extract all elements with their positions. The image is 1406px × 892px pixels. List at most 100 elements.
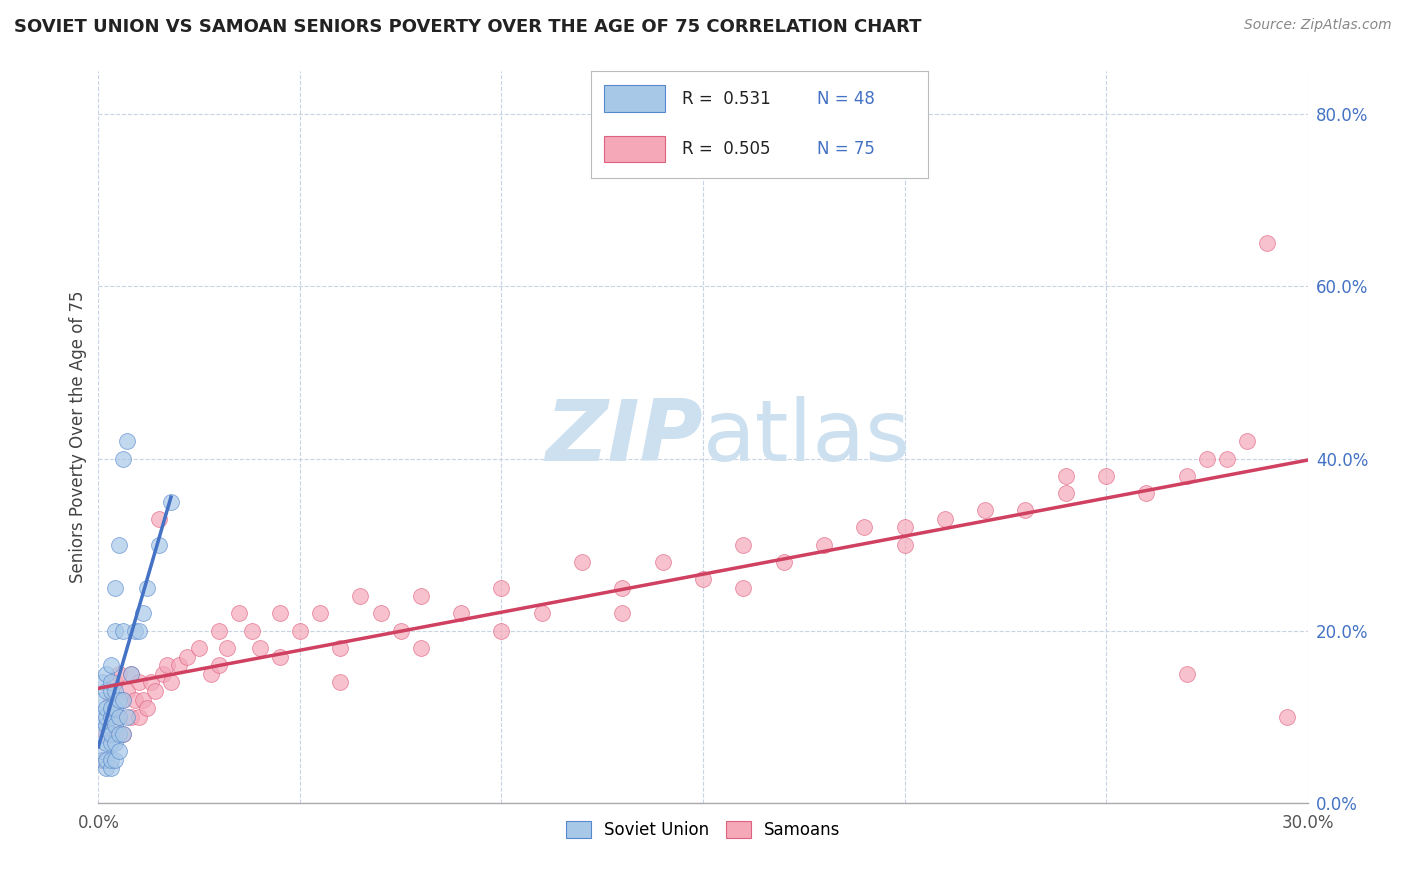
Point <box>115 684 138 698</box>
Point <box>91 753 114 767</box>
Point <box>128 624 150 638</box>
Point <box>853 520 876 534</box>
Point <box>103 735 125 749</box>
Point <box>813 538 835 552</box>
Point <box>1236 434 1258 449</box>
Point <box>208 658 231 673</box>
Point <box>100 753 122 767</box>
Point <box>612 607 634 621</box>
Point <box>103 753 125 767</box>
Point <box>91 710 114 724</box>
Point <box>91 727 114 741</box>
Point <box>974 503 997 517</box>
Point <box>1135 486 1157 500</box>
Point <box>176 649 198 664</box>
Point <box>91 675 114 690</box>
Point <box>132 607 155 621</box>
Point <box>288 624 311 638</box>
Point <box>612 581 634 595</box>
Point <box>148 538 170 552</box>
Point <box>100 761 122 775</box>
Point <box>96 753 118 767</box>
Point <box>143 684 166 698</box>
Point <box>91 753 114 767</box>
Point <box>1216 451 1239 466</box>
Point <box>530 607 553 621</box>
Point <box>103 727 125 741</box>
Text: R =  0.505: R = 0.505 <box>682 141 770 159</box>
Point <box>1277 710 1299 724</box>
Point <box>1175 468 1198 483</box>
Point <box>188 640 211 655</box>
Point <box>249 640 271 655</box>
Point <box>128 710 150 724</box>
Point <box>120 666 142 681</box>
Point <box>111 727 134 741</box>
Point <box>733 538 755 552</box>
Point <box>115 710 138 724</box>
Point <box>96 701 118 715</box>
Point <box>148 512 170 526</box>
Point <box>100 710 122 724</box>
Point <box>96 727 118 741</box>
Point <box>349 589 371 603</box>
Point <box>269 649 291 664</box>
Point <box>124 692 146 706</box>
Point <box>389 624 412 638</box>
Point <box>893 538 915 552</box>
Point <box>1195 451 1218 466</box>
Point <box>103 581 125 595</box>
Point <box>100 658 122 673</box>
Point <box>107 710 129 724</box>
Point <box>409 589 432 603</box>
Point <box>1014 503 1036 517</box>
Point <box>120 666 142 681</box>
Text: atlas: atlas <box>703 395 911 479</box>
Point <box>772 555 794 569</box>
Point <box>100 710 122 724</box>
Point <box>329 640 352 655</box>
Point <box>228 607 250 621</box>
Point <box>111 451 134 466</box>
Point <box>156 658 179 673</box>
Point <box>1054 468 1077 483</box>
Point <box>409 640 432 655</box>
Point <box>111 624 134 638</box>
Legend: Soviet Union, Samoans: Soviet Union, Samoans <box>560 814 846 846</box>
Point <box>370 607 392 621</box>
Point <box>100 692 122 706</box>
Point <box>139 675 162 690</box>
Point <box>651 555 673 569</box>
Point <box>1256 236 1278 251</box>
Point <box>107 538 129 552</box>
Point <box>217 640 239 655</box>
Point <box>111 692 134 706</box>
Point <box>107 744 129 758</box>
Text: R =  0.531: R = 0.531 <box>682 90 770 108</box>
Point <box>96 684 118 698</box>
Point <box>100 735 122 749</box>
Point <box>167 658 190 673</box>
Point <box>893 520 915 534</box>
Point <box>240 624 263 638</box>
Point <box>96 710 118 724</box>
Point <box>269 607 291 621</box>
Point <box>309 607 332 621</box>
Point <box>107 692 129 706</box>
Point <box>733 581 755 595</box>
Point <box>124 624 146 638</box>
Point <box>208 624 231 638</box>
Point <box>107 727 129 741</box>
Point <box>692 572 714 586</box>
Point <box>103 718 125 732</box>
Text: Source: ZipAtlas.com: Source: ZipAtlas.com <box>1244 18 1392 32</box>
Point <box>111 692 134 706</box>
Point <box>96 735 118 749</box>
Text: N = 48: N = 48 <box>817 90 875 108</box>
Point <box>160 494 183 508</box>
Point <box>135 701 157 715</box>
Point <box>107 666 129 681</box>
Point <box>100 727 122 741</box>
Y-axis label: Seniors Poverty Over the Age of 75: Seniors Poverty Over the Age of 75 <box>69 291 87 583</box>
Point <box>96 761 118 775</box>
